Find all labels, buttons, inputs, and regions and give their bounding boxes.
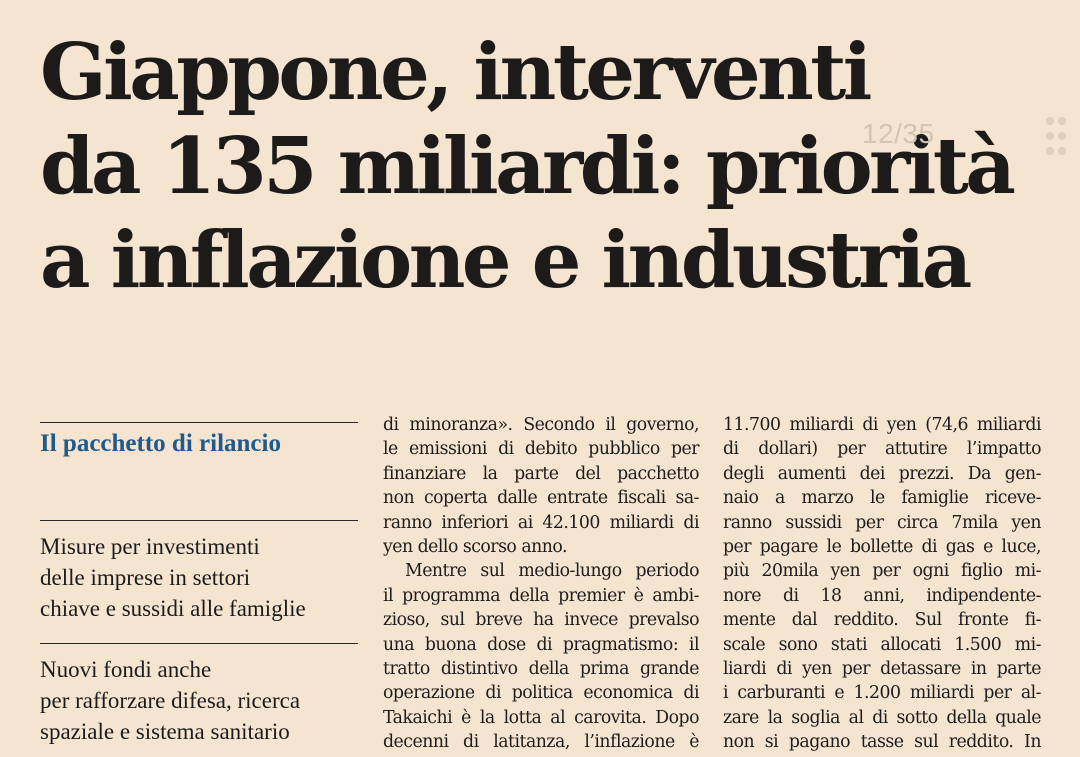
text-line: Mentre sul medio-lungo periodo — [405, 561, 700, 582]
sidebar-item-line: chiave e sussidi alle famiglie — [40, 596, 306, 621]
sidebar-item: Nuovi fondi anche per rafforzare difesa,… — [40, 644, 358, 747]
text-line: più 20mila yen per ogni figlio mi- — [723, 561, 1042, 582]
text-line: nore di 18 anni, indipendente- — [723, 585, 1042, 606]
divider — [40, 422, 358, 423]
sidebar-item-line: Nuovi fondi anche — [40, 657, 212, 682]
divider — [40, 643, 358, 644]
text-line: operazione di politica economica di — [383, 683, 700, 704]
sidebar-item-line: per rafforzare difesa, ricerca — [40, 688, 301, 713]
text-line: yen dello scorso anno. — [383, 537, 568, 558]
text-line: naio a marzo le famiglie riceve- — [723, 488, 1042, 509]
sidebar-box: Il pacchetto di rilancio Misure per inve… — [40, 422, 358, 747]
sidebar-item-line: spaziale e sistema sanitario — [40, 719, 290, 744]
text-line: i carburanti e 1.200 miliardi per al- — [723, 683, 1042, 704]
text-line: di minoranza». Secondo il governo, — [383, 415, 700, 435]
text-line: ranno inferiori ai 42.100 miliardi di — [383, 512, 700, 533]
sidebar-item-line: delle imprese in settori — [40, 565, 251, 590]
text-line: le emissioni di debito pubblico per — [383, 439, 700, 460]
text-line: scale sono stati allocati 1.500 mi- — [723, 634, 1042, 655]
text-line: il programma della premier è ambi- — [383, 585, 700, 606]
text-line: di dollari) per attutire l’impatto — [723, 439, 1042, 460]
text-line: liardi di yen per detassare in parte — [723, 659, 1042, 680]
text-line: degli aumenti dei prezzi. Da gen- — [723, 463, 1042, 484]
sidebar-title: Il pacchetto di rilancio — [40, 430, 281, 457]
text-line: tratto distintivo della prima grande — [383, 659, 700, 680]
text-line: Takaichi è la lotta al carovita. Dopo — [383, 707, 700, 728]
headline-line: da 135 miliardi: priorità — [40, 121, 1016, 212]
text-line: decenni di latitanza, l’inflazione è — [383, 732, 700, 753]
divider — [40, 520, 358, 521]
headline-line: Giappone, interventi — [40, 27, 872, 118]
text-line: per pagare le bollette di gas e luce, — [723, 537, 1042, 558]
headline-line: a inflazione e industria — [40, 215, 972, 306]
sidebar-item: Misure per investimenti delle imprese in… — [40, 521, 358, 643]
text-line: una buona dose di pragmatismo: il — [383, 634, 700, 655]
article-column-2: di minoranza». Secondo il governo, le em… — [383, 413, 700, 755]
text-line: zare la soglia al di sotto della quale — [723, 707, 1042, 728]
text-line: zioso, sul breve ha invece prevalso — [383, 610, 700, 631]
text-line: ranno sussidi per circa 7mila yen — [723, 512, 1042, 533]
page-indicator: 12/35 — [862, 118, 935, 149]
headline: Giappone, interventi da 135 miliardi: pr… — [40, 26, 1070, 308]
text-line: non coperta dalle entrate fiscali sa- — [383, 488, 700, 509]
text-line: non si pagano tasse sul reddito. In — [723, 732, 1042, 753]
text-line: mente dal reddito. Sul fronte fi- — [723, 610, 1042, 631]
sidebar-item-line: Misure per investimenti — [40, 534, 260, 559]
article-column-3: 11.700 miliardi di yen (74,6 miliardi di… — [723, 413, 1042, 755]
text-line: 11.700 miliardi di yen (74,6 miliardi — [723, 415, 1042, 435]
text-line: finanziare la parte del pacchetto — [383, 463, 700, 484]
